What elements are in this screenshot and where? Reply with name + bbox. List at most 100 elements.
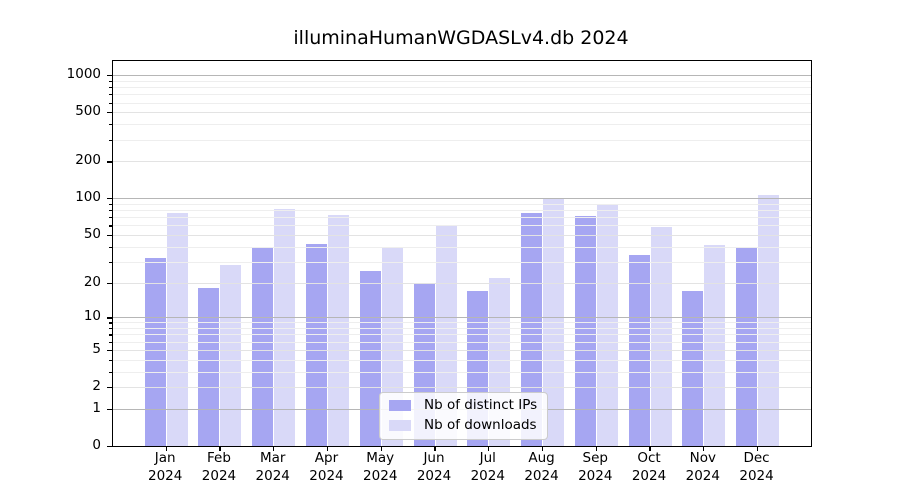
- gridline-20: [113, 282, 811, 284]
- y-minor-tick-40: [108, 246, 112, 248]
- legend: Nb of distinct IPs Nb of downloads: [379, 392, 549, 440]
- bar-downloads-dec: [758, 194, 780, 446]
- bar-downloads-oct: [650, 227, 672, 446]
- legend-label-distinct-ips: Nb of distinct IPs: [424, 397, 538, 413]
- y-label-1: 1: [92, 399, 101, 416]
- bar-downloads-jun: [435, 225, 457, 446]
- y-minor-tick-3: [108, 371, 112, 373]
- y-minor-tick-8: [108, 328, 112, 330]
- x-label-jan: Jan 2024: [148, 450, 183, 484]
- plot-area: [106, 60, 812, 452]
- y-label-0: 0: [92, 437, 101, 453]
- y-minor-tick-800: [108, 87, 112, 89]
- y-minor-tick-80: [108, 210, 112, 212]
- bar-distinct-ips-sep: [574, 216, 596, 446]
- y-tick-5: [106, 349, 112, 352]
- x-tick-apr: [326, 447, 329, 452]
- gridline-200: [113, 161, 811, 163]
- y-minor-tick-90: [108, 203, 112, 206]
- y-label-200: 200: [75, 152, 101, 169]
- gridline-minor-300: [113, 139, 811, 141]
- x-tick-mar: [273, 447, 275, 452]
- y-tick-100: [106, 198, 112, 200]
- y-label-2: 2: [92, 378, 101, 394]
- gridline-10: [113, 317, 811, 319]
- y-tick-10: [106, 317, 112, 319]
- x-label-feb: Feb 2024: [201, 450, 237, 484]
- x-label-sep: Sep 2024: [578, 450, 613, 484]
- gridline-minor-6: [113, 341, 811, 343]
- gridline-2: [113, 387, 811, 388]
- x-label-jun: Jun 2024: [416, 450, 452, 484]
- x-label-mar: Mar 2024: [255, 450, 290, 484]
- y-minor-tick-900: [108, 80, 112, 82]
- gridline-minor-3: [113, 371, 811, 373]
- bar-downloads-apr: [327, 214, 349, 446]
- gridline-minor-40: [113, 246, 811, 248]
- y-tick-2: [106, 387, 112, 389]
- x-tick-feb: [219, 447, 221, 452]
- y-minor-tick-400: [108, 124, 112, 126]
- gridline-1000: [113, 75, 811, 77]
- gridline-minor-70: [113, 217, 811, 219]
- bar-downloads-nov: [704, 245, 726, 446]
- gridline-minor-900: [113, 80, 811, 82]
- gridline-100: [113, 198, 811, 200]
- legend-label-downloads: Nb of downloads: [424, 417, 537, 433]
- x-label-apr: Apr 2024: [309, 450, 344, 484]
- legend-swatch-distinct-ips: [389, 400, 411, 411]
- y-tick-20: [106, 282, 112, 284]
- gridline-minor-30: [113, 261, 811, 263]
- y-minor-tick-60: [108, 225, 112, 227]
- y-minor-tick-9: [108, 322, 112, 324]
- x-tick-oct: [649, 447, 651, 452]
- y-minor-tick-300: [108, 139, 112, 141]
- bar-distinct-ips-apr: [305, 244, 327, 446]
- bar-downloads-mar: [274, 208, 296, 446]
- x-tick-dec: [756, 447, 759, 452]
- gridline-minor-60: [113, 225, 811, 227]
- legend-item-downloads: Nb of downloads: [389, 418, 537, 433]
- y-tick-50: [106, 234, 112, 237]
- x-label-nov: Nov 2024: [685, 450, 720, 484]
- bar-downloads-feb: [220, 265, 242, 446]
- y-tick-1: [106, 408, 112, 411]
- gridline-5: [113, 349, 811, 351]
- x-tick-nov: [703, 447, 705, 452]
- bar-distinct-ips-jan: [144, 258, 166, 446]
- bar-downloads-sep: [596, 203, 618, 446]
- gridline-minor-9: [113, 322, 811, 324]
- y-minor-tick-70: [108, 217, 112, 219]
- gridline-50: [113, 234, 811, 236]
- y-tick-1000: [106, 75, 112, 77]
- y-tick-200: [106, 161, 112, 163]
- gridline-minor-4: [113, 359, 811, 361]
- bar-distinct-ips-feb: [198, 287, 220, 446]
- y-label-50: 50: [83, 225, 101, 242]
- y-minor-tick-700: [108, 94, 112, 96]
- legend-swatch-downloads: [389, 420, 411, 431]
- x-tick-may: [380, 447, 382, 452]
- y-label-500: 500: [75, 103, 101, 120]
- gridline-500: [113, 112, 811, 114]
- x-label-may: May 2024: [363, 450, 398, 484]
- bar-downloads-jan: [166, 212, 188, 446]
- bar-distinct-ips-nov: [682, 290, 704, 446]
- y-label-10: 10: [83, 308, 101, 325]
- y-label-20: 20: [83, 273, 101, 290]
- x-label-oct: Oct 2024: [631, 450, 667, 484]
- legend-item-distinct-ips: Nb of distinct IPs: [389, 398, 537, 413]
- x-label-dec: Dec 2024: [739, 450, 774, 484]
- x-tick-jan: [165, 447, 167, 452]
- chart-title: illuminaHumanWGDASLv4.db 2024: [293, 27, 629, 49]
- y-tick-500: [106, 112, 112, 114]
- gridline-minor-600: [113, 102, 811, 104]
- y-label-5: 5: [92, 340, 101, 357]
- y-minor-tick-600: [108, 102, 112, 104]
- y-minor-tick-6: [108, 341, 112, 343]
- gridline-minor-80: [113, 210, 811, 212]
- x-tick-aug: [541, 447, 544, 452]
- bar-distinct-ips-may: [359, 271, 381, 446]
- y-minor-tick-4: [108, 359, 112, 361]
- gridline-minor-8: [113, 328, 811, 329]
